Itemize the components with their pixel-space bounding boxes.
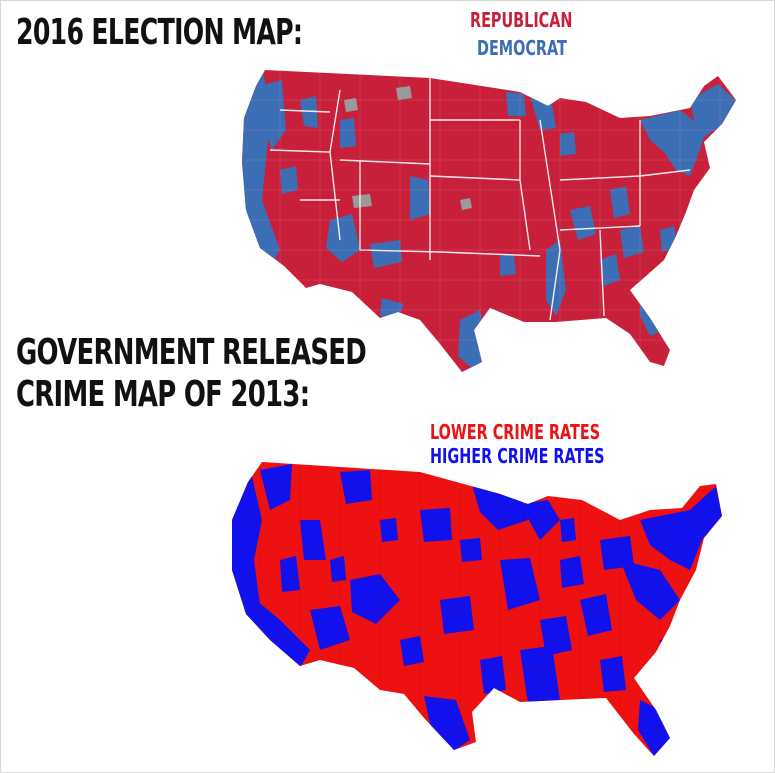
legend-lower-crime: LOWER CRIME RATES xyxy=(430,420,601,444)
crime-map-title: GOVERNMENT RELEASED CRIME MAP OF 2013: xyxy=(16,332,367,416)
election-map-borders xyxy=(269,78,691,321)
legend-republican: REPUBLICAN xyxy=(470,8,573,32)
legend-democrat: DEMOCRAT xyxy=(477,36,567,60)
crime-map-title-line2: CRIME MAP OF 2013: xyxy=(16,374,310,415)
election-map-title: 2016 ELECTION MAP: xyxy=(16,12,303,53)
crime-map-county-texture xyxy=(232,462,722,756)
crime-map xyxy=(232,462,722,756)
crime-map-title-line1: GOVERNMENT RELEASED xyxy=(16,332,367,373)
election-map-gray-regions xyxy=(344,86,472,210)
legend-higher-crime: HIGHER CRIME RATES xyxy=(430,444,605,468)
election-map xyxy=(242,70,736,372)
